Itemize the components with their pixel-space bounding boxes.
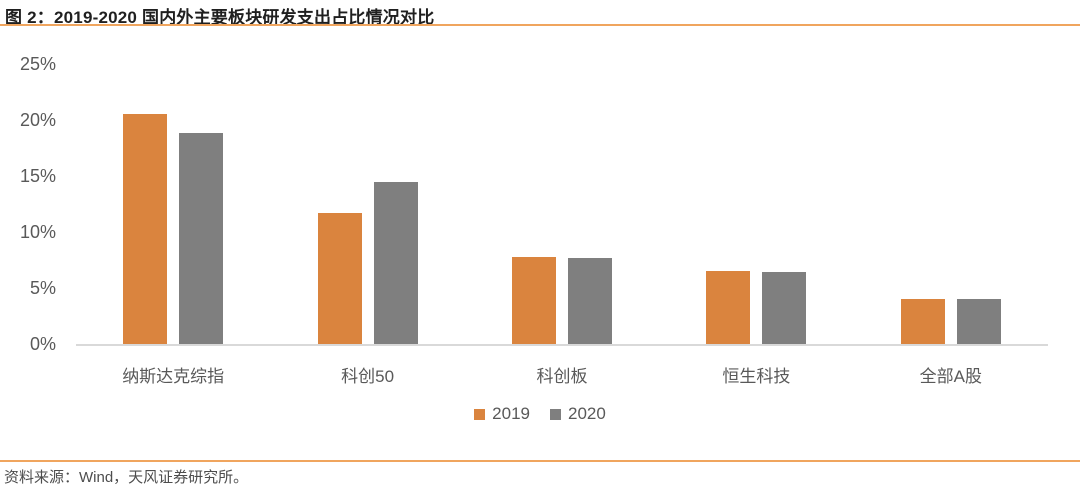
bar-2019-category-0 <box>123 114 168 344</box>
bar-2019-category-3 <box>706 271 751 344</box>
bar-2020-category-0 <box>179 133 224 344</box>
y-axis-tick-15: 15% <box>19 166 56 186</box>
x-axis-label-3: 恒生科技 <box>722 367 791 386</box>
figure-title: 图 2：2019-2020 国内外主要板块研发支出占比情况对比 <box>5 8 435 27</box>
legend-swatch-icon <box>550 408 561 420</box>
source-note: 资料来源：Wind，天风证券研究所。 <box>4 469 249 485</box>
y-axis-tick-20: 20% <box>19 110 56 130</box>
bar-2020-category-2 <box>568 258 612 344</box>
x-axis-label-4: 全部A股 <box>919 367 982 386</box>
bar-2020-category-1 <box>373 182 418 344</box>
legend-label: 2019 <box>492 404 530 423</box>
bar-2020-category-3 <box>762 272 807 344</box>
y-axis-tick-5: 5% <box>29 278 56 298</box>
bar-2019-category-2 <box>512 257 556 344</box>
bar-2020-category-4 <box>956 299 1001 344</box>
x-axis-line <box>76 344 1048 346</box>
legend-swatch-icon <box>474 408 486 420</box>
x-axis-label-0: 纳斯达克综指 <box>122 367 225 386</box>
footer-divider <box>0 460 1080 462</box>
title-divider <box>0 24 1080 26</box>
x-axis-label-1: 科创50 <box>341 367 395 386</box>
chart-legend: 2019 2020 <box>0 405 1080 423</box>
legend-item-2020: 2020 <box>550 405 606 423</box>
legend-label: 2020 <box>568 404 606 423</box>
y-axis-tick-25: 25% <box>19 54 56 74</box>
legend-item-2019: 2019 <box>474 405 530 423</box>
y-axis-tick-0: 0% <box>29 334 56 354</box>
y-axis-tick-10: 10% <box>19 222 56 242</box>
x-axis-label-2: 科创板 <box>536 367 588 386</box>
bar-2019-category-1 <box>317 213 362 344</box>
bar-2019-category-4 <box>900 299 945 344</box>
